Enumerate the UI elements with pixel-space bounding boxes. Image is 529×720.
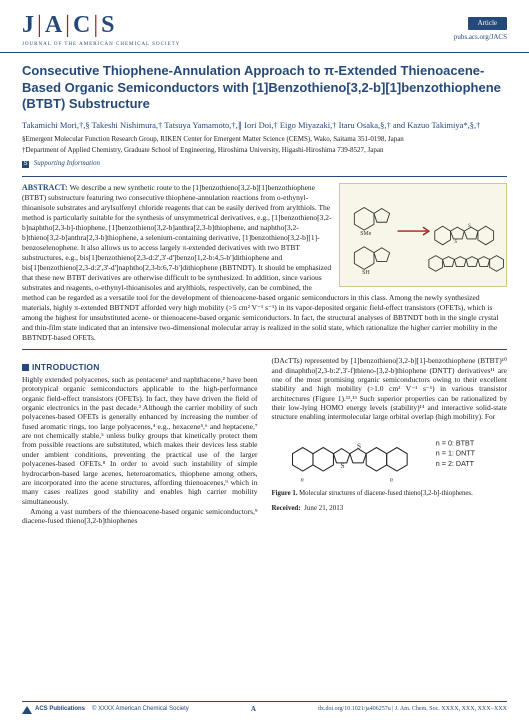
- body-columns: INTRODUCTION Highly extended polyacenes,…: [0, 356, 529, 526]
- article-title: Consecutive Thiophene-Annulation Approac…: [0, 53, 529, 116]
- copyright-text: © XXXX American Chemical Society: [92, 706, 189, 714]
- abstract-block: SMe SH S S: [22, 176, 507, 350]
- svg-text:S: S: [454, 240, 457, 245]
- logo-block: J|A|C|S JOURNAL OF THE AMERICAN CHEMICAL…: [22, 10, 180, 48]
- fig1-label-dntt: n = 1: DNTT: [435, 450, 475, 458]
- supporting-info[interactable]: S Supporting Information: [0, 156, 529, 172]
- section-bullet-icon: [22, 364, 29, 371]
- intro-paragraph-1: Highly extended polyacenes, such as pent…: [22, 375, 258, 506]
- fig1-label-datt: n = 2: DATT: [435, 460, 474, 468]
- figure-1: S S n n n = 0: BTBT n = 1: DNTT n = 2: D…: [272, 426, 508, 498]
- figure-1-caption: Figure 1. Molecular structures of diacen…: [272, 490, 508, 498]
- svg-text:S: S: [468, 224, 471, 229]
- svg-text:SMe: SMe: [360, 231, 371, 237]
- logo-subtitle: JOURNAL OF THE AMERICAN CHEMICAL SOCIETY: [22, 42, 180, 48]
- intro-paragraph-2: Among a vast numbers of the thienoacene-…: [22, 507, 258, 526]
- author-list: Takamichi Mori,†,§ Takeshi Nishimura,† T…: [0, 116, 529, 133]
- svg-text:n: n: [389, 477, 392, 483]
- doi-line: dx.doi.org/10.1021/ja406257u | J. Am. Ch…: [318, 706, 507, 714]
- affiliation-1: §Emergent Molecular Function Research Gr…: [0, 133, 529, 145]
- journal-site: pubs.acs.org/JACS: [454, 33, 507, 42]
- svg-text:S: S: [340, 462, 344, 470]
- supporting-info-label: Supporting Information: [34, 159, 100, 167]
- fig1-label-btbt: n = 0: BTBT: [435, 439, 474, 447]
- affiliation-2: †Department of Applied Chemistry, Gradua…: [0, 144, 529, 156]
- publisher-name: ACS Publications: [35, 706, 85, 714]
- page-footer: ACS Publications © XXXX American Chemica…: [22, 701, 507, 714]
- header-right: Article pubs.acs.org/JACS: [454, 17, 507, 42]
- col2-paragraph-1: (DAcTTs) represented by [1]benzothieno[3…: [272, 356, 508, 422]
- intro-heading: INTRODUCTION: [22, 362, 258, 373]
- journal-header: J|A|C|S JOURNAL OF THE AMERICAN CHEMICAL…: [0, 0, 529, 53]
- graphical-abstract: SMe SH S S: [339, 183, 507, 287]
- svg-text:SH: SH: [362, 270, 370, 276]
- logo-jacs: J|A|C|S: [22, 10, 180, 40]
- page-number: A: [251, 705, 256, 714]
- svg-text:S: S: [356, 443, 360, 451]
- publisher-block: ACS Publications © XXXX American Chemica…: [22, 706, 189, 714]
- svg-text:n: n: [300, 477, 303, 483]
- acs-logo-icon: [22, 706, 32, 714]
- received-line: Received: June 21, 2013: [272, 504, 508, 513]
- article-tag: Article: [468, 17, 507, 30]
- supporting-info-icon: S: [22, 161, 29, 168]
- figure-1-graphic: S S n n n = 0: BTBT n = 1: DNTT n = 2: D…: [272, 426, 508, 488]
- abstract-label: ABSTRACT:: [22, 183, 68, 192]
